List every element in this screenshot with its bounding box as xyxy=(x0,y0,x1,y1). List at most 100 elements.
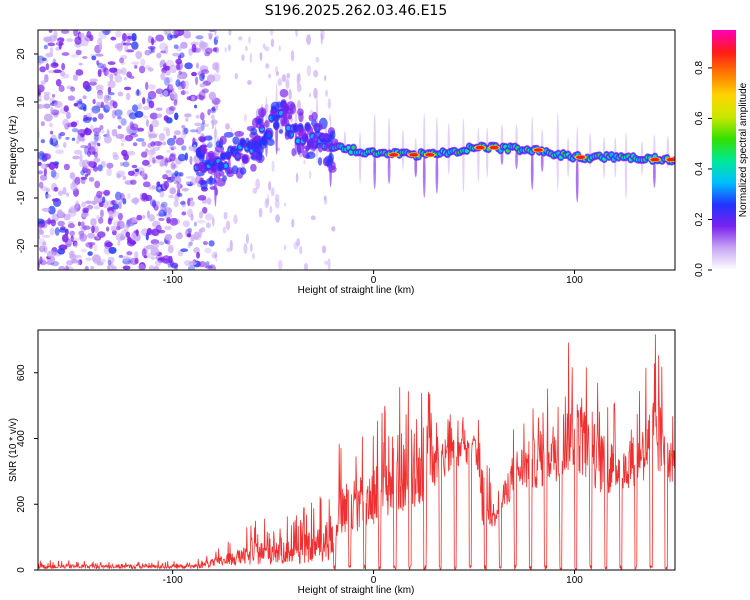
noise-cell xyxy=(208,264,216,270)
noise-cell xyxy=(275,214,280,223)
noise-cell xyxy=(45,63,50,71)
x-tick-label: -100 xyxy=(163,275,183,286)
noise-cell xyxy=(62,118,70,127)
noise-cell xyxy=(195,35,204,40)
ridge-cell xyxy=(273,121,280,129)
noise-cell xyxy=(195,114,200,119)
y-tick-label: 200 xyxy=(16,495,27,512)
noise-cell xyxy=(146,96,152,104)
noise-cell xyxy=(188,260,197,266)
ridge-cell xyxy=(205,151,212,163)
noise-cell xyxy=(63,163,70,171)
noise-cell xyxy=(85,257,92,261)
noise-cell xyxy=(155,107,163,111)
ridge-cell xyxy=(195,146,202,158)
noise-cell xyxy=(166,137,176,146)
noise-cell xyxy=(92,165,99,172)
noise-cell xyxy=(163,76,170,86)
ridge-cell xyxy=(328,165,337,173)
noise-cell xyxy=(149,123,154,132)
noise-cell xyxy=(211,119,215,130)
noise-cell xyxy=(125,231,131,238)
noise-cell xyxy=(102,30,111,35)
noise-cell xyxy=(142,106,150,111)
noise-cell xyxy=(57,220,65,227)
noise-cell xyxy=(70,257,77,264)
noise-cell xyxy=(197,219,206,224)
colorbar-tick-label: 0.8 xyxy=(694,61,705,75)
noise-cell xyxy=(48,30,53,33)
noise-cell xyxy=(76,137,86,142)
noise-cell xyxy=(117,125,122,129)
noise-cell xyxy=(331,226,336,232)
noise-cell xyxy=(50,169,57,178)
noise-cell xyxy=(100,65,106,73)
noise-cell xyxy=(224,47,227,53)
noise-cell xyxy=(156,52,162,59)
noise-cell xyxy=(137,127,145,132)
noise-cell xyxy=(92,117,98,122)
noise-cell xyxy=(141,170,146,179)
noise-cell xyxy=(108,210,113,219)
noise-cell xyxy=(78,32,85,39)
ridge-cell xyxy=(269,109,278,116)
noise-cell xyxy=(141,248,147,257)
noise-cell xyxy=(142,181,151,188)
noise-cell xyxy=(145,81,149,91)
noise-cell xyxy=(61,233,69,243)
noise-cell xyxy=(70,53,79,58)
noise-cell xyxy=(62,187,67,195)
noise-cell xyxy=(97,62,104,69)
noise-cell xyxy=(195,76,199,85)
noise-cell xyxy=(167,244,174,254)
noise-cell xyxy=(91,105,101,114)
noise-cell xyxy=(299,245,303,255)
noise-cell xyxy=(177,153,187,162)
noise-cell xyxy=(148,265,155,270)
noise-cell xyxy=(50,62,59,69)
noise-cell xyxy=(285,78,290,90)
noise-cell xyxy=(183,30,192,39)
noise-cell xyxy=(101,130,105,134)
noise-cell xyxy=(199,94,205,101)
noise-cell xyxy=(188,48,194,56)
noise-cell xyxy=(70,86,76,92)
noise-cell xyxy=(43,167,47,177)
ridge-cell xyxy=(306,125,314,136)
noise-cell xyxy=(90,124,94,131)
noise-cell xyxy=(169,64,178,74)
noise-cell xyxy=(186,232,192,238)
noise-cell xyxy=(66,266,74,270)
noise-cell xyxy=(202,119,206,125)
noise-cell xyxy=(269,205,273,214)
noise-cell xyxy=(131,32,137,42)
colorbar-tick-label: 0.4 xyxy=(694,162,705,176)
noise-cell xyxy=(252,252,255,260)
noise-cell xyxy=(170,147,174,151)
noise-cell xyxy=(175,79,181,88)
noise-cell xyxy=(286,72,291,79)
noise-cell xyxy=(119,162,124,167)
y-tick-label: 600 xyxy=(16,364,27,381)
noise-cell xyxy=(84,265,89,270)
noise-cell xyxy=(151,119,160,128)
noise-cell xyxy=(51,93,56,98)
noise-cell xyxy=(120,67,127,75)
spectrogram-xlabel: Height of straight line (km) xyxy=(298,285,415,296)
noise-cell xyxy=(138,262,146,270)
noise-cell xyxy=(165,169,172,174)
ridge-cell xyxy=(261,137,267,147)
noise-cell xyxy=(55,78,62,87)
noise-cell xyxy=(96,101,102,107)
streak-cell xyxy=(575,156,579,203)
noise-cell xyxy=(55,149,64,155)
noise-cell xyxy=(90,217,97,227)
noise-cell xyxy=(267,193,270,205)
noise-cell xyxy=(153,265,160,270)
noise-cell xyxy=(53,161,60,166)
noise-cell xyxy=(268,73,272,79)
noise-cell xyxy=(200,227,206,233)
snr-xlabel: Height of straight line (km) xyxy=(298,585,415,596)
snr-ylabel: SNR (10 * v/v) xyxy=(8,418,19,482)
noise-cell xyxy=(43,36,53,43)
